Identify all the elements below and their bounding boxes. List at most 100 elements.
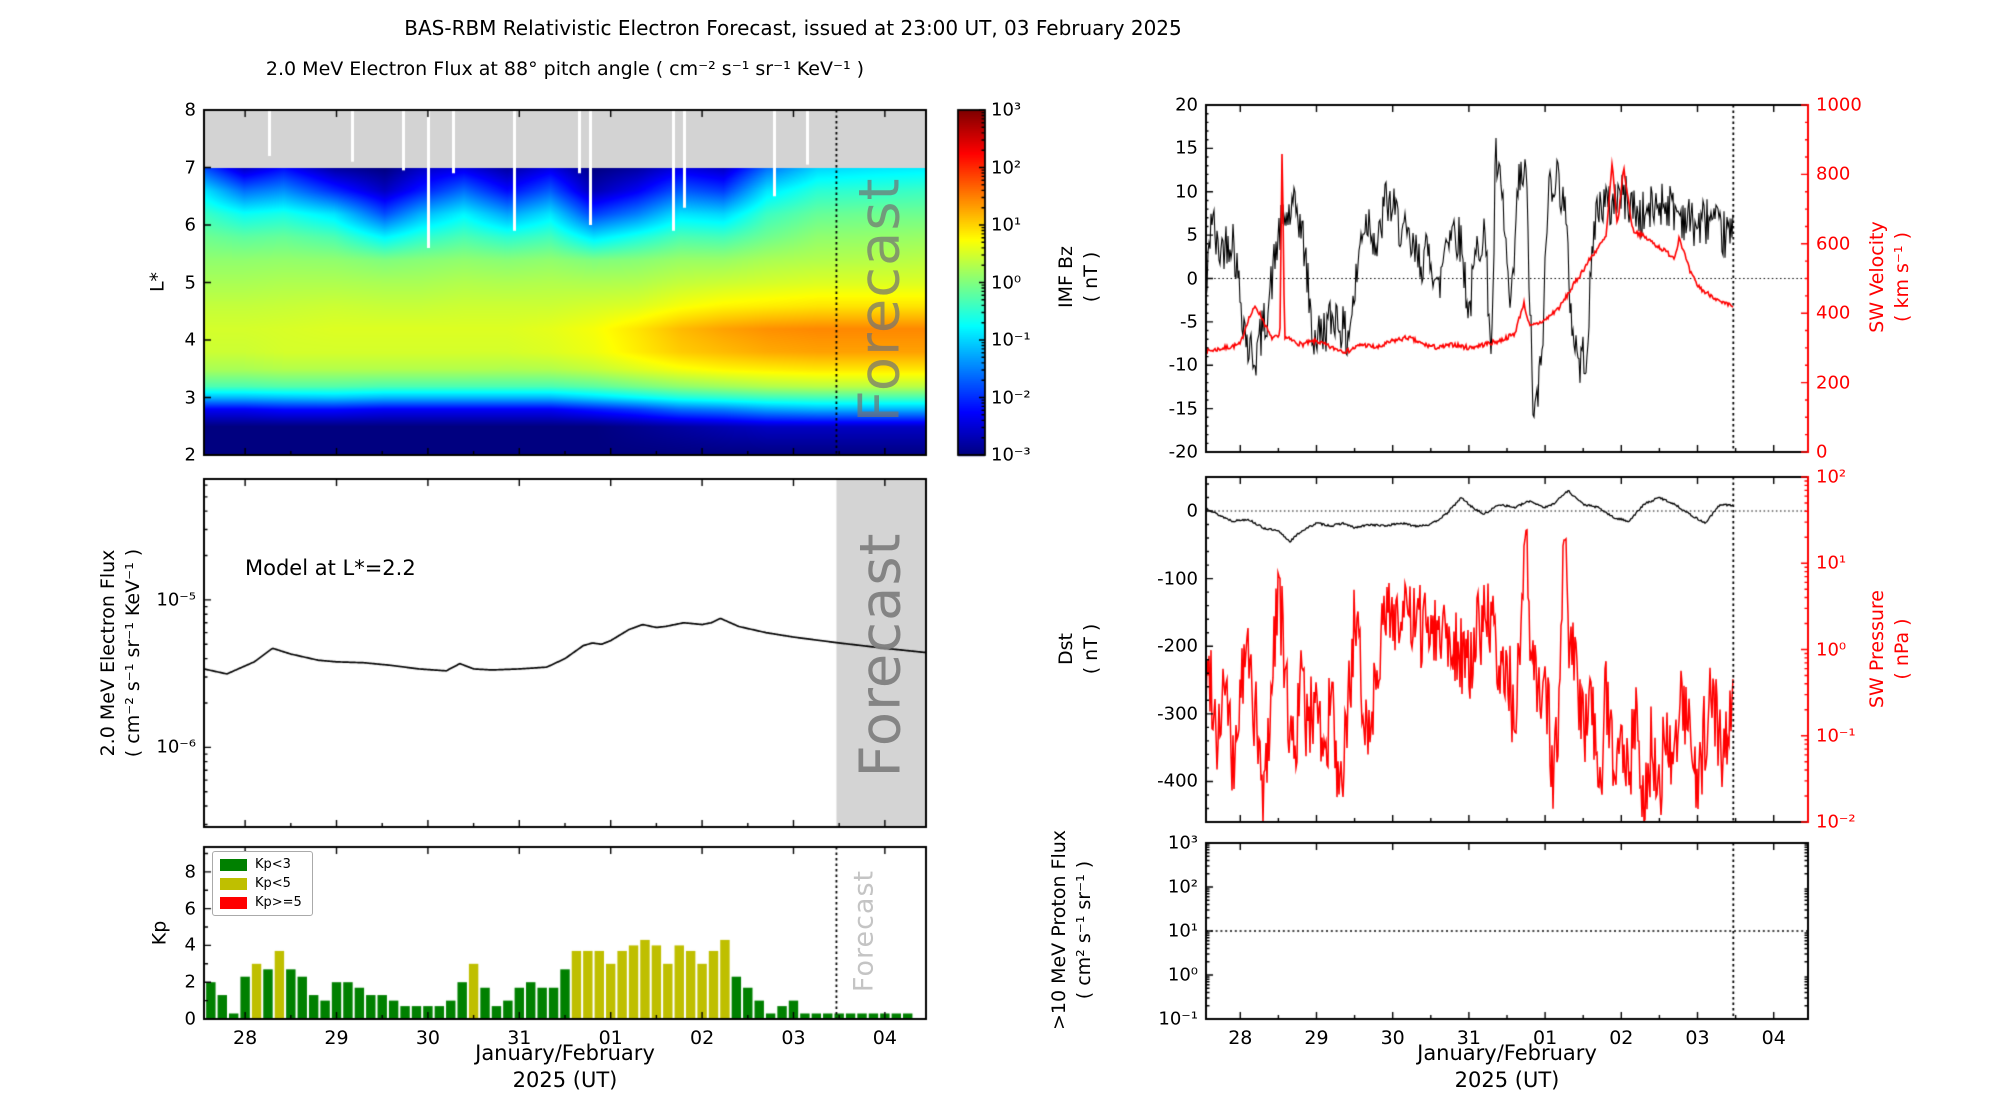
spectrogram-title: 2.0 MeV Electron Flux at 88° pitch angle…: [265, 58, 865, 80]
sw-pressure-axis-label-line2: ( nPa ): [1891, 618, 1913, 680]
imf-tick-label: 20: [1175, 94, 1198, 116]
imf-tick-label: -10: [1168, 354, 1198, 376]
kp-legend-item-mid: Kp<5: [220, 876, 302, 891]
sw-velocity-axis-label: SW Velocity ( km s⁻¹ ): [1865, 221, 1915, 332]
sw-pressure-axis-label-line1: SW Pressure: [1866, 589, 1888, 709]
colorbar-tick-label: 10²: [991, 157, 1022, 178]
imf-tick-label: -15: [1168, 398, 1198, 420]
kp-legend-item-low: Kp<3: [220, 857, 302, 872]
imf-tick-label: 0: [1186, 268, 1198, 289]
velocity-tick-label: 800: [1816, 163, 1851, 185]
sw-velocity-axis-label-line1: SW Velocity: [1866, 221, 1888, 333]
x-tick-label-left: 04: [872, 1027, 897, 1049]
x-axis-label-left-line1: January/February: [475, 1041, 655, 1065]
pressure-tick-label: 10¹: [1816, 552, 1847, 574]
x-axis-label-left-line2: 2025 (UT): [512, 1068, 618, 1092]
kp-legend-swatch-yellow: [220, 877, 247, 890]
lstar-tick-label: 8: [184, 99, 196, 121]
kp-tick-label: 8: [184, 861, 196, 883]
dst-axis-label-line1: Dst: [1055, 633, 1077, 665]
kp-legend: Kp<3 Kp<5 Kp>=5: [212, 851, 313, 916]
forecast-watermark-spectrogram: Forecast: [847, 177, 913, 423]
kp-legend-swatch-red: [220, 896, 247, 909]
flux-tick-label: 10⁻⁵: [156, 589, 196, 611]
lstar-tick-label: 6: [184, 214, 196, 236]
x-axis-label-right-line2: 2025 (UT): [1454, 1068, 1560, 1092]
x-tick-label-right: 30: [1380, 1027, 1405, 1049]
forecast-watermark-flux: Forecast: [848, 532, 914, 778]
x-tick-label-right: 31: [1456, 1027, 1481, 1049]
dst-tick-label: 0: [1186, 500, 1198, 522]
x-tick-label-right: 02: [1609, 1027, 1634, 1049]
velocity-tick-label: 1000: [1816, 94, 1862, 116]
lstar-tick-label: 7: [184, 157, 196, 178]
proton-tick-label: 10¹: [1167, 920, 1198, 942]
colorbar-tick-label: 10³: [991, 99, 1022, 121]
imf-bz-axis-label: IMF Bz ( nT ): [1054, 246, 1104, 308]
imf-tick-label: -20: [1168, 441, 1198, 463]
pressure-tick-label: 10⁻²: [1816, 811, 1856, 833]
kp-legend-item-high: Kp>=5: [220, 895, 302, 910]
x-tick-label-left: 02: [689, 1027, 715, 1049]
proton-flux-axis-label: >10 MeV Proton Flux ( cm² s⁻¹ sr⁻¹ ): [1047, 830, 1097, 1030]
x-tick-label-left: 29: [324, 1027, 349, 1049]
x-tick-label-right: 29: [1304, 1027, 1329, 1049]
x-tick-label-left: 01: [598, 1027, 623, 1049]
kp-legend-swatch-green: [220, 858, 247, 871]
lstar-tick-label: 4: [184, 329, 196, 351]
flux-tick-label: 10⁻⁶: [156, 736, 196, 758]
dst-tick-label: -300: [1157, 703, 1198, 725]
lstar-tick-label: 3: [184, 387, 196, 408]
kp-axis-label: Kp: [148, 920, 171, 946]
x-tick-label-right: 03: [1685, 1027, 1710, 1049]
imf-bz-axis-label-line1: IMF Bz: [1055, 246, 1077, 308]
figure-title: BAS-RBM Relativistic Electron Forecast, …: [404, 16, 1182, 40]
kp-tick-label: 6: [184, 898, 196, 920]
proton-tick-label: 10⁻¹: [1158, 1008, 1198, 1030]
colorbar-tick-label: 10⁻²: [991, 387, 1031, 408]
colorbar-tick-label: 10¹: [991, 214, 1022, 236]
electron-flux-axis-label-line1: 2.0 MeV Electron Flux: [97, 549, 119, 757]
proton-flux-axis-label-line1: >10 MeV Proton Flux: [1048, 829, 1070, 1031]
velocity-tick-label: 0: [1816, 441, 1828, 463]
velocity-tick-label: 200: [1816, 372, 1851, 394]
velocity-tick-label: 600: [1816, 233, 1851, 255]
x-tick-label-left: 03: [781, 1027, 806, 1049]
electron-flux-axis-label-line2: ( cm⁻² s⁻¹ sr⁻¹ KeV⁻¹ ): [122, 548, 144, 758]
kp-legend-label-mid: Kp<5: [255, 876, 291, 891]
kp-legend-label-low: Kp<3: [255, 857, 291, 872]
sw-velocity-axis-label-line2: ( km s⁻¹ ): [1891, 232, 1913, 323]
imf-tick-label: 15: [1175, 137, 1198, 159]
dst-axis-label: Dst ( nT ): [1054, 624, 1104, 675]
x-tick-label-right: 04: [1761, 1027, 1786, 1049]
pressure-tick-label: 10⁰: [1816, 639, 1847, 660]
lstar-axis-label: L*: [146, 271, 169, 293]
proton-tick-label: 10³: [1167, 832, 1198, 854]
sw-pressure-axis-label: SW Pressure ( nPa ): [1865, 590, 1915, 708]
lstar-tick-label: 5: [184, 272, 196, 293]
kp-tick-label: 4: [184, 934, 196, 956]
imf-tick-label: -5: [1180, 311, 1198, 333]
pressure-tick-label: 10⁻¹: [1816, 725, 1856, 747]
x-axis-label-right: January/February 2025 (UT): [1417, 1040, 1597, 1094]
colorbar-tick-label: 10⁰: [991, 272, 1022, 293]
x-tick-label-right: 01: [1533, 1027, 1558, 1049]
imf-tick-label: 5: [1186, 224, 1198, 246]
dst-tick-label: -100: [1157, 568, 1198, 590]
x-axis-label-right-line1: January/February: [1417, 1041, 1597, 1065]
dst-tick-label: -200: [1157, 635, 1198, 657]
dst-axis-label-line2: ( nT ): [1080, 623, 1102, 675]
imf-bz-axis-label-line2: ( nT ): [1080, 251, 1102, 303]
x-tick-label-left: 31: [507, 1027, 532, 1049]
pressure-tick-label: 10²: [1816, 466, 1847, 488]
lstar-tick-label: 2: [184, 444, 196, 466]
model-annotation: Model at L*=2.2: [245, 556, 416, 580]
x-tick-label-right: 28: [1228, 1027, 1253, 1049]
x-tick-label-left: 28: [233, 1027, 258, 1049]
kp-tick-label: 0: [184, 1008, 196, 1030]
forecast-watermark-kp: Forecast: [848, 869, 880, 993]
electron-flux-axis-label: 2.0 MeV Electron Flux ( cm⁻² s⁻¹ sr⁻¹ Ke…: [96, 549, 146, 757]
kp-tick-label: 2: [184, 971, 196, 993]
